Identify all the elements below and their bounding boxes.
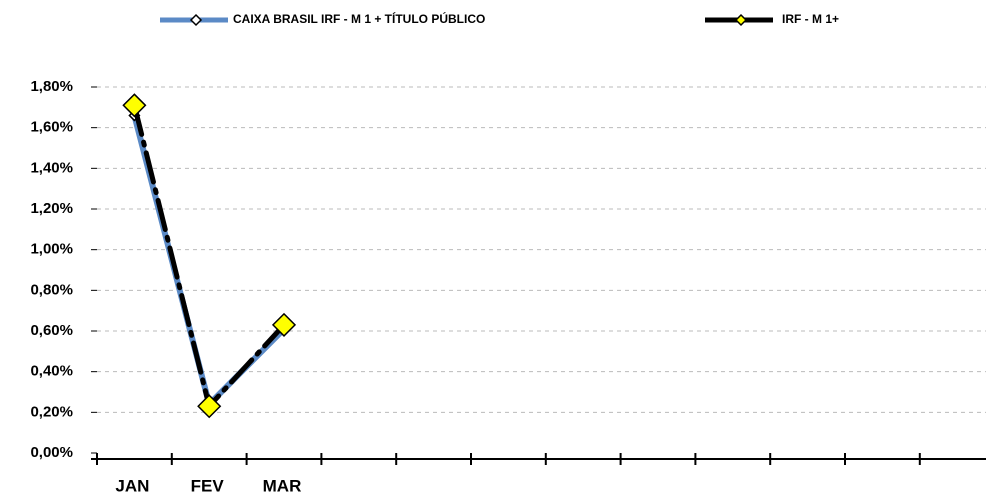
y-tick-label: 1,80% xyxy=(30,78,73,95)
legend-marker xyxy=(189,13,203,27)
y-tick-label: 0,60% xyxy=(30,322,73,339)
series-marker xyxy=(271,312,297,337)
series-line xyxy=(131,102,287,409)
series-marker xyxy=(122,93,147,118)
x-tick-label: JAN xyxy=(115,476,149,495)
y-tick-label: 0,00% xyxy=(30,444,73,461)
series-line xyxy=(131,114,287,408)
x-tick-label: MAR xyxy=(263,476,302,495)
y-tick-label: 0,40% xyxy=(30,363,73,380)
legend-marker xyxy=(734,13,748,27)
series-marker xyxy=(197,394,222,419)
y-tick-label: 1,60% xyxy=(30,119,73,136)
y-tick-label: 0,80% xyxy=(30,281,73,298)
legend-label: CAIXA BRASIL IRF - M 1 + TÍTULO PÚBLICO xyxy=(233,11,485,26)
y-tick-label: 1,00% xyxy=(30,241,73,258)
y-tick-label: 1,20% xyxy=(30,200,73,217)
legend-label: IRF - M 1+ xyxy=(782,12,839,26)
y-tick-label: 1,40% xyxy=(30,159,73,176)
x-tick-label: FEV xyxy=(191,476,225,495)
y-tick-label: 0,20% xyxy=(30,403,73,420)
